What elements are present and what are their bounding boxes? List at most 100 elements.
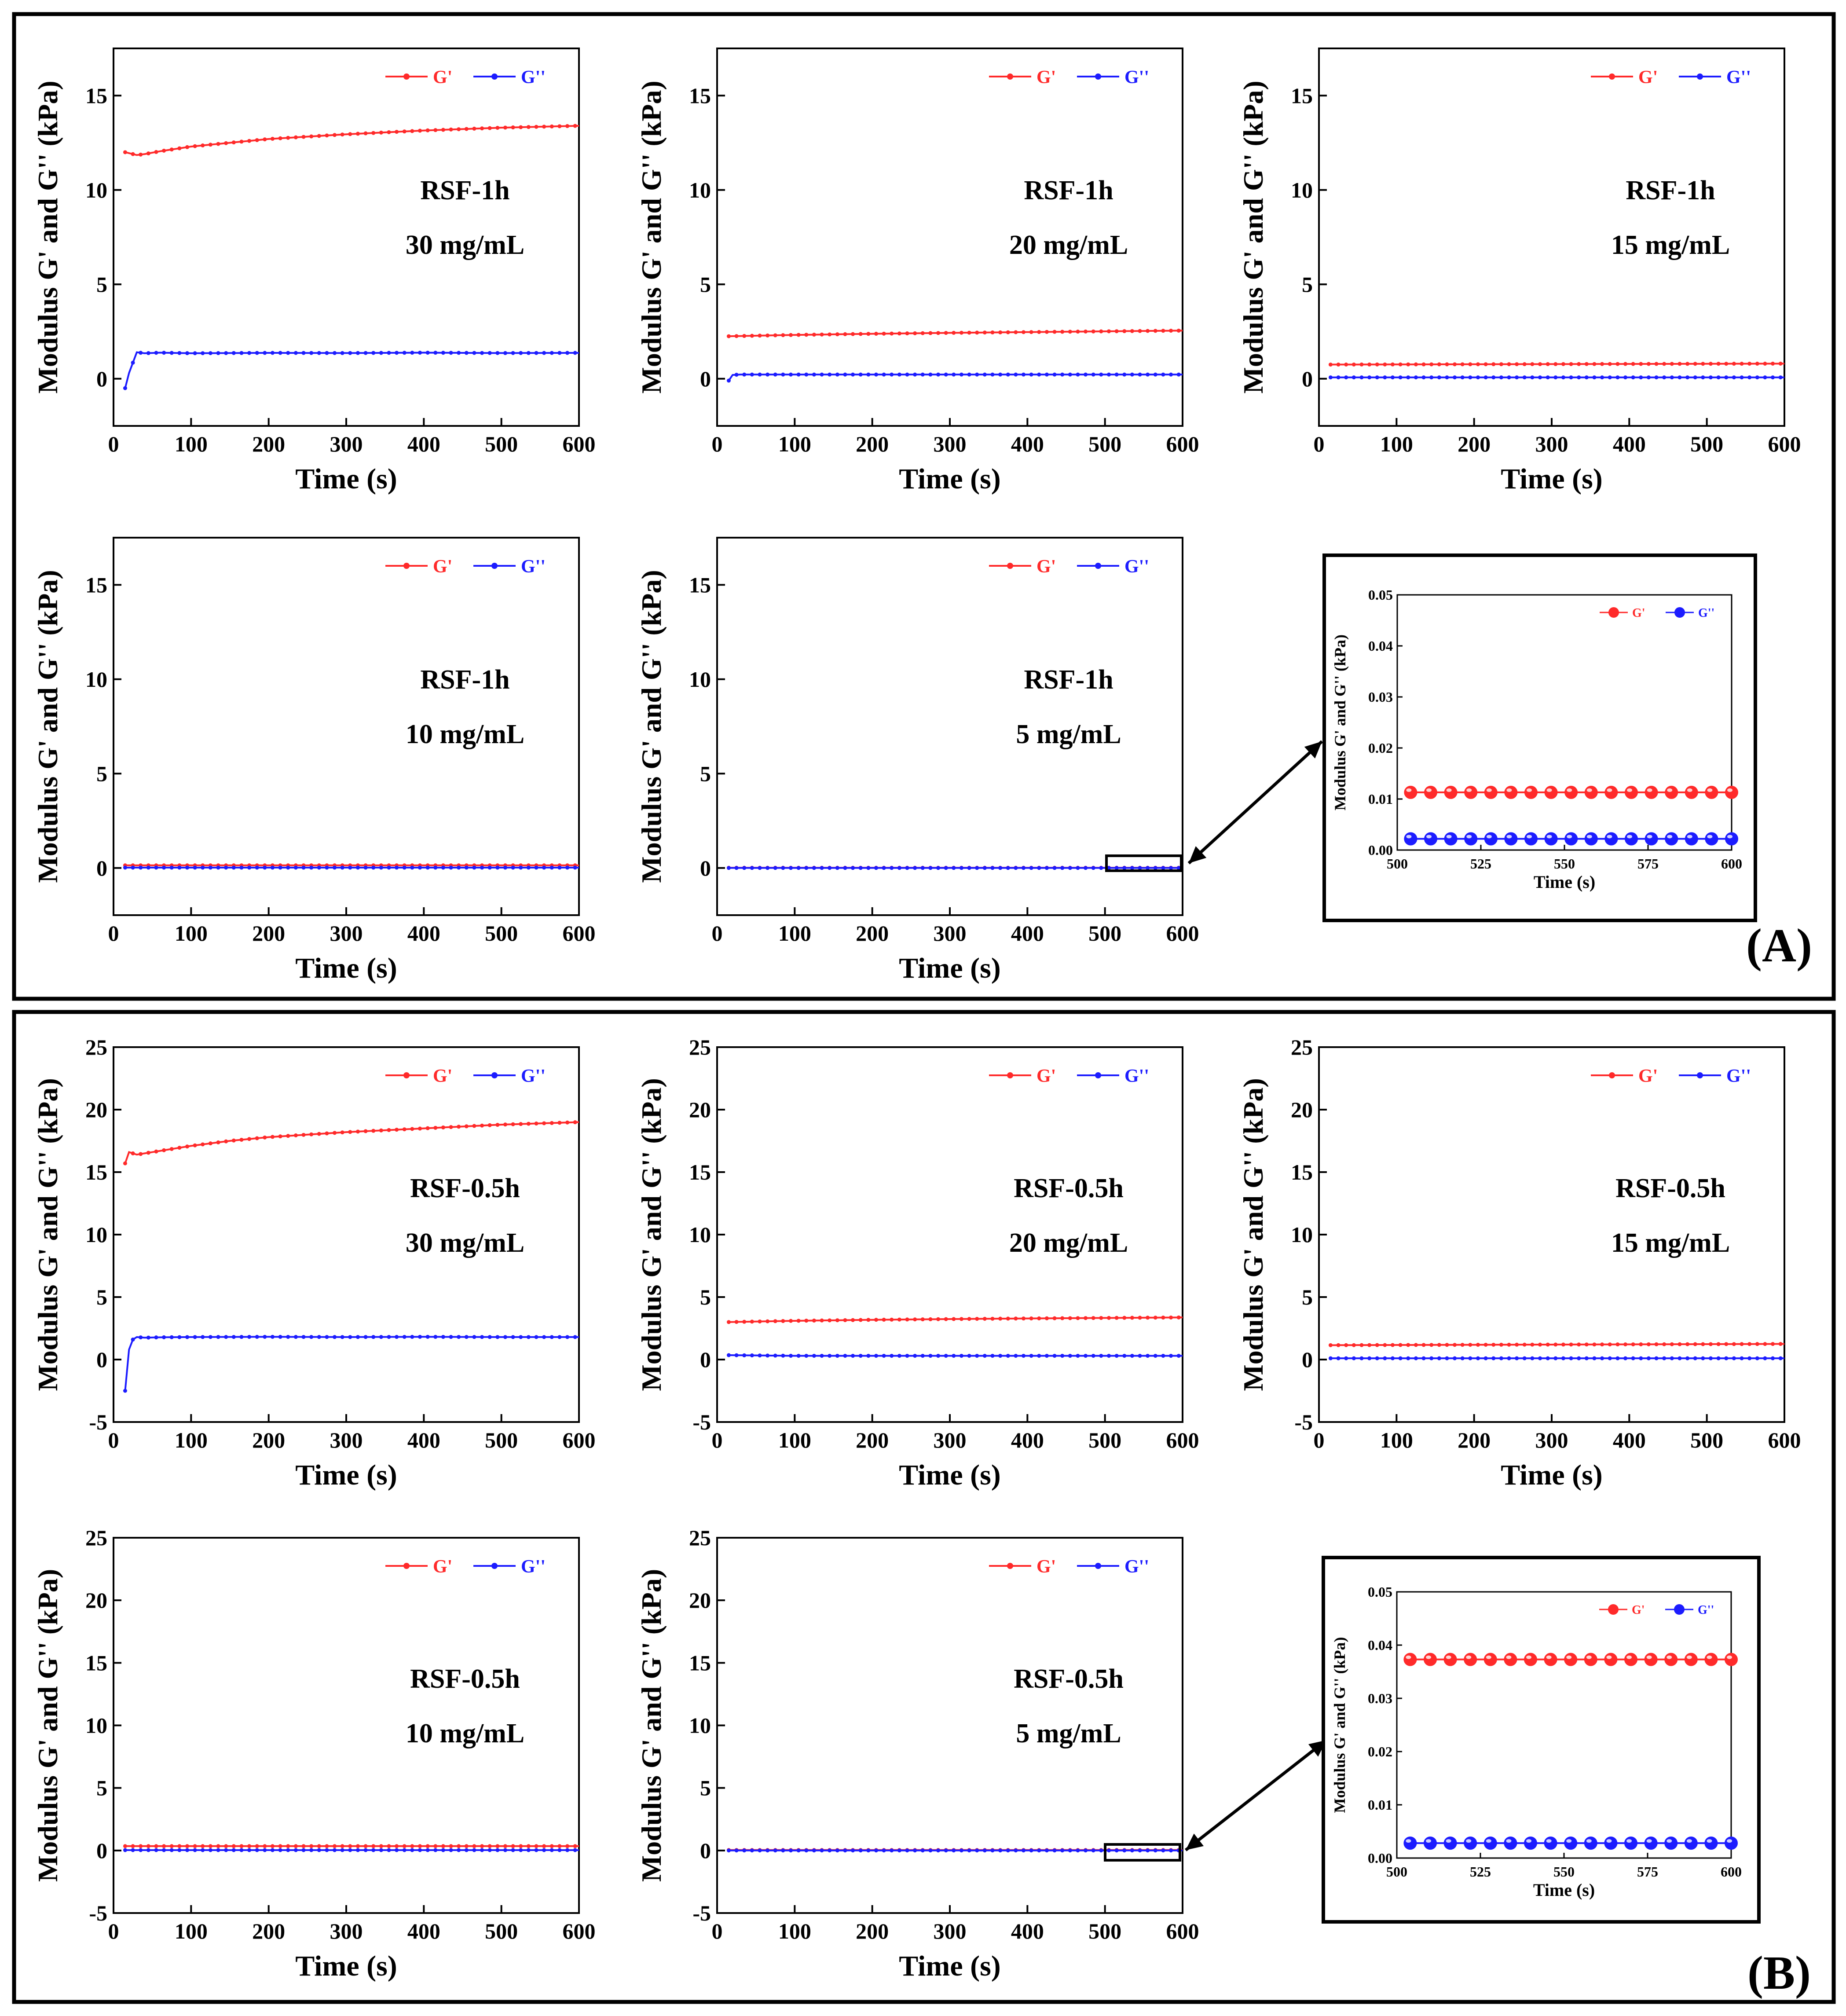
data-point	[425, 865, 430, 870]
data-point	[1522, 1356, 1527, 1360]
data-point	[866, 372, 871, 377]
legend-label: G'	[1638, 1066, 1658, 1086]
data-point	[503, 1844, 507, 1848]
series-markers-g-double-prime	[123, 351, 577, 390]
series-markers-g-prime	[123, 1844, 577, 1848]
data-point	[1091, 329, 1095, 334]
data-point	[998, 372, 1003, 377]
data-point	[804, 1319, 809, 1323]
inset-x-tick-label: 600	[1721, 856, 1742, 872]
data-point	[920, 1353, 925, 1358]
data-point	[820, 372, 824, 377]
data-point	[239, 139, 244, 144]
data-point	[1771, 361, 1775, 366]
data-point	[1623, 1356, 1628, 1360]
data-point	[480, 126, 484, 131]
x-tick-label: 100	[778, 921, 811, 946]
plot-area	[113, 537, 580, 916]
inset-point-highlight	[1486, 788, 1492, 792]
legend-swatch-marker	[1007, 73, 1013, 80]
data-point	[1169, 1848, 1173, 1853]
data-point	[224, 865, 228, 870]
data-point	[286, 351, 290, 355]
inset-data-point	[1424, 1653, 1437, 1666]
x-tick-label: 400	[407, 1428, 440, 1452]
data-point	[1153, 1848, 1157, 1853]
data-point	[773, 1848, 777, 1853]
x-tick-label: 300	[1535, 1428, 1568, 1452]
data-point	[1693, 375, 1697, 380]
data-point	[928, 1317, 933, 1321]
x-tick-label: 200	[856, 432, 889, 456]
inset-point-highlight	[1466, 1655, 1472, 1659]
data-point	[1029, 1316, 1033, 1321]
data-point	[1507, 362, 1511, 367]
legend-swatch-marker	[1007, 1072, 1013, 1078]
series-markers-g-double-prime	[726, 372, 1181, 383]
data-point	[379, 1844, 383, 1848]
data-point	[348, 1848, 352, 1852]
inset-data-point	[1624, 1836, 1637, 1850]
data-point	[309, 1335, 314, 1339]
inset-point-highlight	[1707, 835, 1713, 839]
data-point	[139, 1152, 143, 1156]
data-point	[1091, 1316, 1095, 1320]
x-axis-title: Time (s)	[899, 1950, 1001, 1982]
inset-x-axis-title: Time (s)	[1533, 1880, 1595, 1900]
data-point	[441, 865, 445, 870]
data-point	[565, 1848, 570, 1852]
data-point	[1530, 362, 1535, 367]
data-point	[967, 1848, 971, 1853]
inset-y-tick-label: 0.00	[1368, 842, 1393, 858]
data-point	[1631, 1356, 1635, 1360]
data-point	[441, 1844, 445, 1848]
data-point	[936, 866, 941, 870]
inset-point-highlight	[1686, 1839, 1692, 1843]
data-point	[804, 866, 809, 870]
data-point	[952, 372, 956, 377]
data-point	[928, 866, 933, 870]
data-point	[952, 866, 956, 870]
data-point	[379, 351, 383, 355]
y-tick-label: 5	[700, 1776, 711, 1800]
data-point	[325, 1335, 329, 1339]
data-point	[1701, 1356, 1705, 1360]
x-tick-label: 100	[175, 921, 208, 946]
data-point	[1561, 1342, 1565, 1347]
y-axis-title: Modulus G' and G'' (kPa)	[32, 1078, 63, 1391]
data-point	[1130, 372, 1134, 377]
inset-point-highlight	[1506, 835, 1512, 839]
data-point	[224, 1848, 228, 1852]
data-point	[1383, 1356, 1387, 1360]
data-point	[139, 1335, 143, 1340]
data-point	[355, 1844, 360, 1848]
data-point	[882, 1317, 886, 1322]
data-point	[1437, 1356, 1441, 1360]
data-point	[1006, 866, 1010, 870]
data-point	[766, 1319, 770, 1323]
data-point	[1678, 1356, 1682, 1360]
inset-x-tick-label: 575	[1637, 856, 1659, 872]
inset-x-tick-label: 500	[1387, 856, 1408, 872]
data-point	[139, 351, 143, 355]
data-point	[131, 1338, 135, 1342]
data-point	[1114, 1353, 1119, 1358]
data-point	[1106, 1353, 1111, 1358]
y-axis-title: Modulus G' and G'' (kPa)	[32, 1569, 63, 1882]
legend-item-g-double-prime: G''	[1077, 1557, 1149, 1577]
inset-data-point	[1685, 785, 1698, 799]
data-point	[1600, 375, 1604, 380]
data-point	[1577, 1356, 1581, 1360]
data-point	[169, 1844, 174, 1848]
data-point	[781, 333, 785, 337]
data-point	[1130, 1316, 1134, 1320]
data-point	[897, 331, 901, 336]
legend-item-g-double-prime: G''	[473, 67, 546, 88]
inset-point-highlight	[1667, 1839, 1672, 1843]
data-point	[1091, 1848, 1095, 1853]
inset-data-point	[1484, 832, 1498, 846]
data-point	[1014, 1316, 1018, 1321]
x-tick-label: 300	[330, 1428, 363, 1452]
legend-label: G''	[1124, 1066, 1149, 1086]
data-point	[557, 1121, 562, 1125]
